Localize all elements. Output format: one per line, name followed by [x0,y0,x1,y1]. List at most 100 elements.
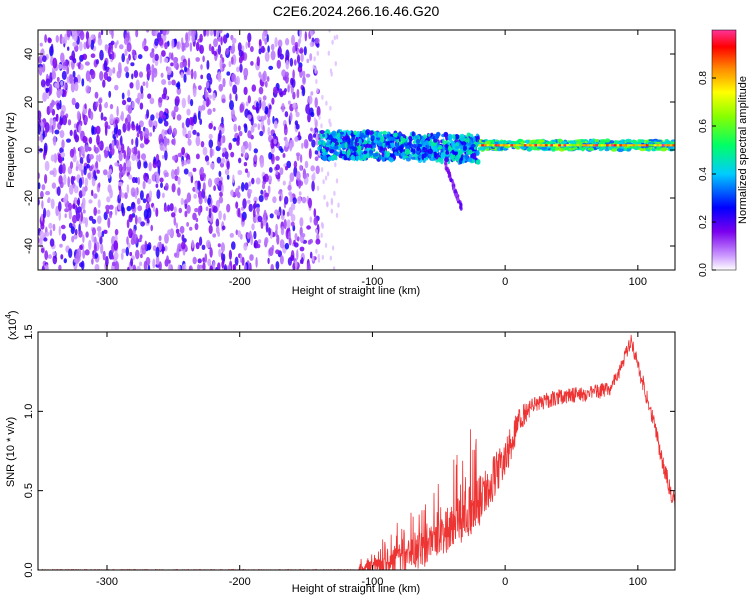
heatmap-cell [100,112,104,121]
heatmap-cell [246,232,250,240]
heatmap-cell [332,266,336,270]
heatmap-cell [139,234,143,240]
heatmap-cell [49,229,53,237]
heatmap-cell [491,144,495,147]
heatmap-cell [172,127,177,137]
heatmap-cell [560,144,564,147]
heatmap-cell [261,31,266,42]
heatmap-cell [225,47,230,55]
heatmap-cell [78,230,83,238]
heatmap-cell [54,82,58,88]
heatmap-cell [285,38,290,46]
heatmap-cell [529,144,532,147]
heatmap-cell [315,165,320,175]
heatmap-cell [312,133,317,138]
heatmap-cell [430,132,434,137]
heatmap-cell [171,79,176,86]
heatmap-cell [427,133,431,137]
heatmap-cell [374,152,379,157]
heatmap-cell [55,35,59,43]
heatmap-cell [221,225,226,231]
heatmap-cell [40,247,45,253]
heatmap-cell [111,261,116,267]
heatmap-cell [69,148,75,158]
heatmap-cell [202,182,206,192]
heatmap-cell [197,205,201,216]
heatmap-cell [202,257,206,263]
heatmap-cell [72,214,77,224]
heatmap-cell [511,142,516,145]
heatmap-cell [126,236,129,245]
heatmap-cell [181,265,185,270]
heatmap-cell [514,141,520,145]
heatmap-cell [205,81,210,89]
heatmap-cell [44,34,47,43]
heatmap-cell [670,141,675,144]
heatmap-cell [135,137,139,148]
heatmap-cell [147,93,152,99]
heatmap-cell [38,66,43,76]
heatmap-cell [91,189,94,197]
heatmap-cell [231,42,235,53]
heatmap-cell [187,70,192,76]
heatmap-cell [348,137,351,145]
heatmap-cell [45,87,50,93]
heatmap-cell [97,37,103,46]
heatmap-cell [127,105,133,114]
heatmap-cell [300,53,304,62]
heatmap-cell [161,50,166,57]
heatmap-cell [435,131,441,137]
heatmap-cell [310,165,316,172]
heatmap-cell [390,142,395,148]
heatmap-cell [301,233,306,238]
heatmap-cell [331,130,337,137]
y-tick-label: 0.5 [23,483,35,498]
heatmap-cell [237,169,243,176]
spectrogram-x-label: Height of straight line (km) [292,285,420,297]
heatmap-cell [660,141,667,145]
heatmap-cell [73,233,78,240]
heatmap-cell [91,219,97,224]
heatmap-cell [268,247,274,257]
heatmap-cell [580,140,585,143]
heatmap-cell [108,68,113,77]
heatmap-cell [233,123,238,133]
heatmap-cell [248,189,253,194]
heatmap-cell [56,77,60,82]
heatmap-cell [247,95,251,104]
heatmap-cell [44,264,49,270]
heatmap-cell [195,153,200,160]
heatmap-cell [288,100,291,105]
heatmap-cell [257,239,262,244]
heatmap-cell [103,211,108,221]
heatmap-cell [253,123,258,128]
heatmap-cell [191,239,195,249]
heatmap-cell [307,197,313,209]
heatmap-cell [282,180,286,186]
heatmap-cell [614,144,617,147]
y-tick-label: 0.0 [23,562,35,577]
heatmap-cell [380,135,385,143]
heatmap-cell [202,55,205,63]
heatmap-cell [604,138,611,143]
heatmap-cell [453,134,456,142]
heatmap-cell [525,139,530,144]
heatmap-cell [501,148,509,151]
heatmap-cell [299,154,303,163]
heatmap-cell [571,144,575,147]
heatmap-cell [272,115,275,125]
heatmap-cell [58,155,63,163]
heatmap-cell [275,155,280,161]
heatmap-cell [354,140,357,147]
heatmap-cell [45,78,51,87]
heatmap-cell [187,138,192,146]
heatmap-cell [131,202,135,210]
heatmap-cell [80,211,83,222]
heatmap-cell [105,209,110,214]
heatmap-cell [185,32,189,43]
heatmap-cell [296,249,299,261]
heatmap-cell [126,184,130,194]
heatmap-cell [127,242,131,249]
heatmap-cell [68,248,73,259]
